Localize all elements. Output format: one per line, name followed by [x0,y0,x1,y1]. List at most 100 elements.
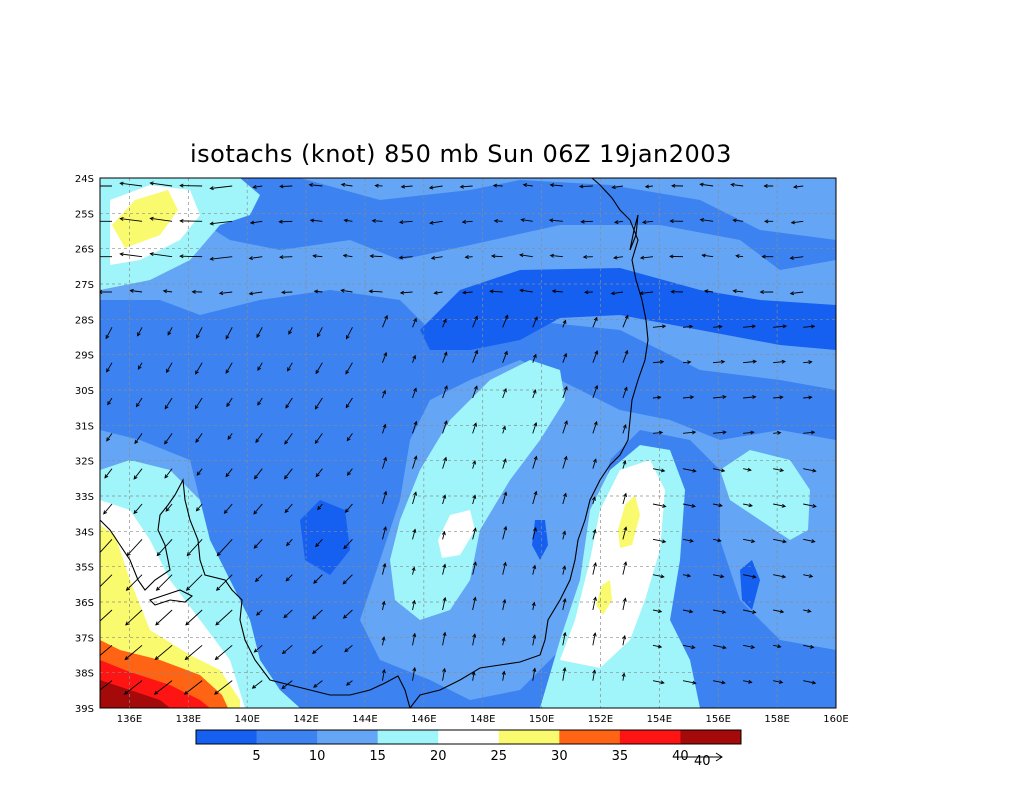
wind-arrow-head [644,184,650,189]
wind-arrow [401,185,413,188]
wind-arrow-head [502,598,507,604]
wind-arrow-head [593,562,597,567]
wind-arrow-head [125,586,130,591]
wind-arrow [652,396,661,399]
wind-arrow-head [284,508,289,514]
wind-arrow-head [622,424,627,429]
wind-arrow [103,503,113,515]
wind-arrow-head [812,468,817,473]
wind-arrow-head [442,667,447,673]
wind-arrow-head [209,221,214,226]
wind-arrow-head [226,402,231,408]
lon-tick-label: 154E [647,714,672,725]
wind-arrow [256,609,263,616]
wind-arrow [731,184,744,187]
wind-arrow [216,574,233,591]
wind-arrow [502,671,505,681]
wind-arrow-head [812,504,817,508]
wind-arrow [773,644,781,648]
wind-arrow-head [136,403,140,408]
isotach-0-5-region [420,268,836,350]
wind-arrow-head [503,491,508,496]
wind-arrow [253,185,263,188]
wind-arrow-head [317,505,322,511]
wind-arrow-head [532,353,537,359]
wind-arrow-head [313,289,319,294]
wind-arrow-head [155,621,160,626]
wind-arrow [562,320,566,328]
wind-arrow-head [308,183,313,187]
wind-arrow-head [106,368,110,373]
wind-arrow [412,456,417,469]
wind-arrow [210,220,233,225]
wind-arrow [743,360,757,364]
wind-arrow-head [107,401,112,406]
wind-arrow [793,185,804,188]
wind-arrow [252,680,263,689]
wind-arrow-head [149,216,154,221]
wind-arrow-head [623,386,628,391]
wind-arrow [622,561,627,575]
wind-arrow [210,256,233,260]
wind-arrow [442,319,447,328]
wind-arrow [225,362,233,374]
wind-arrow [502,637,505,646]
lon-tick-label: 158E [764,714,789,725]
wind-arrow-head [95,691,98,694]
wind-arrow [284,503,293,513]
lat-tick-label: 27S [75,280,94,291]
wind-arrow [472,386,478,399]
wind-arrow [562,632,566,646]
wind-arrow [313,574,323,584]
wind-arrow-head [154,656,159,661]
wind-arrow-head [126,552,131,557]
wind-arrow-head [807,608,812,613]
wind-arrow-head [413,455,418,460]
wind-arrow-head [413,387,417,392]
wind-arrow-head [167,331,172,336]
wind-arrow-head [492,183,498,188]
wind-arrow-head [227,435,232,440]
wind-arrow [126,539,143,556]
wind-arrow-head [196,471,201,476]
wind-arrow [773,432,781,434]
wind-arrow [803,680,816,684]
wind-arrow [124,644,143,660]
wind-arrow [134,433,143,444]
wind-arrow-head [382,423,387,429]
wind-arrow [185,609,203,626]
wind-arrow [682,503,696,507]
wind-arrow [312,609,323,620]
wind-arrow-head [104,474,109,479]
wind-arrow-head [562,319,567,325]
wind-arrow [133,468,143,480]
wind-arrow-head [343,545,348,550]
wind-arrow [562,531,566,540]
wind-arrow-head [810,430,816,435]
wind-arrow [284,433,293,445]
wind-arrow-head [622,634,627,640]
wind-arrow [369,290,383,293]
wind-arrow [502,351,508,363]
wind-arrow-head [179,183,184,188]
wind-arrow [592,350,598,363]
colorbar-label: 30 [551,749,568,764]
wind-arrow-head [502,425,506,431]
colorbar-swatch [196,730,258,744]
lat-tick-label: 28S [75,315,94,326]
wind-arrow [341,183,353,187]
wind-arrow [185,644,203,660]
wind-arrow-head [342,253,348,258]
wind-arrow [652,644,662,648]
wind-arrow-head [382,562,387,568]
lon-tick-label: 144E [352,714,377,725]
wind-arrow [186,539,203,556]
wind-arrow [652,609,662,613]
wind-arrow-head [750,430,755,435]
wind-arrow [130,290,143,293]
colorbar-label: 10 [309,749,326,764]
wind-arrow-head [490,254,496,259]
wind-arrow [227,433,233,440]
wind-arrow-head [472,460,477,465]
wind-arrow-head [340,288,345,293]
